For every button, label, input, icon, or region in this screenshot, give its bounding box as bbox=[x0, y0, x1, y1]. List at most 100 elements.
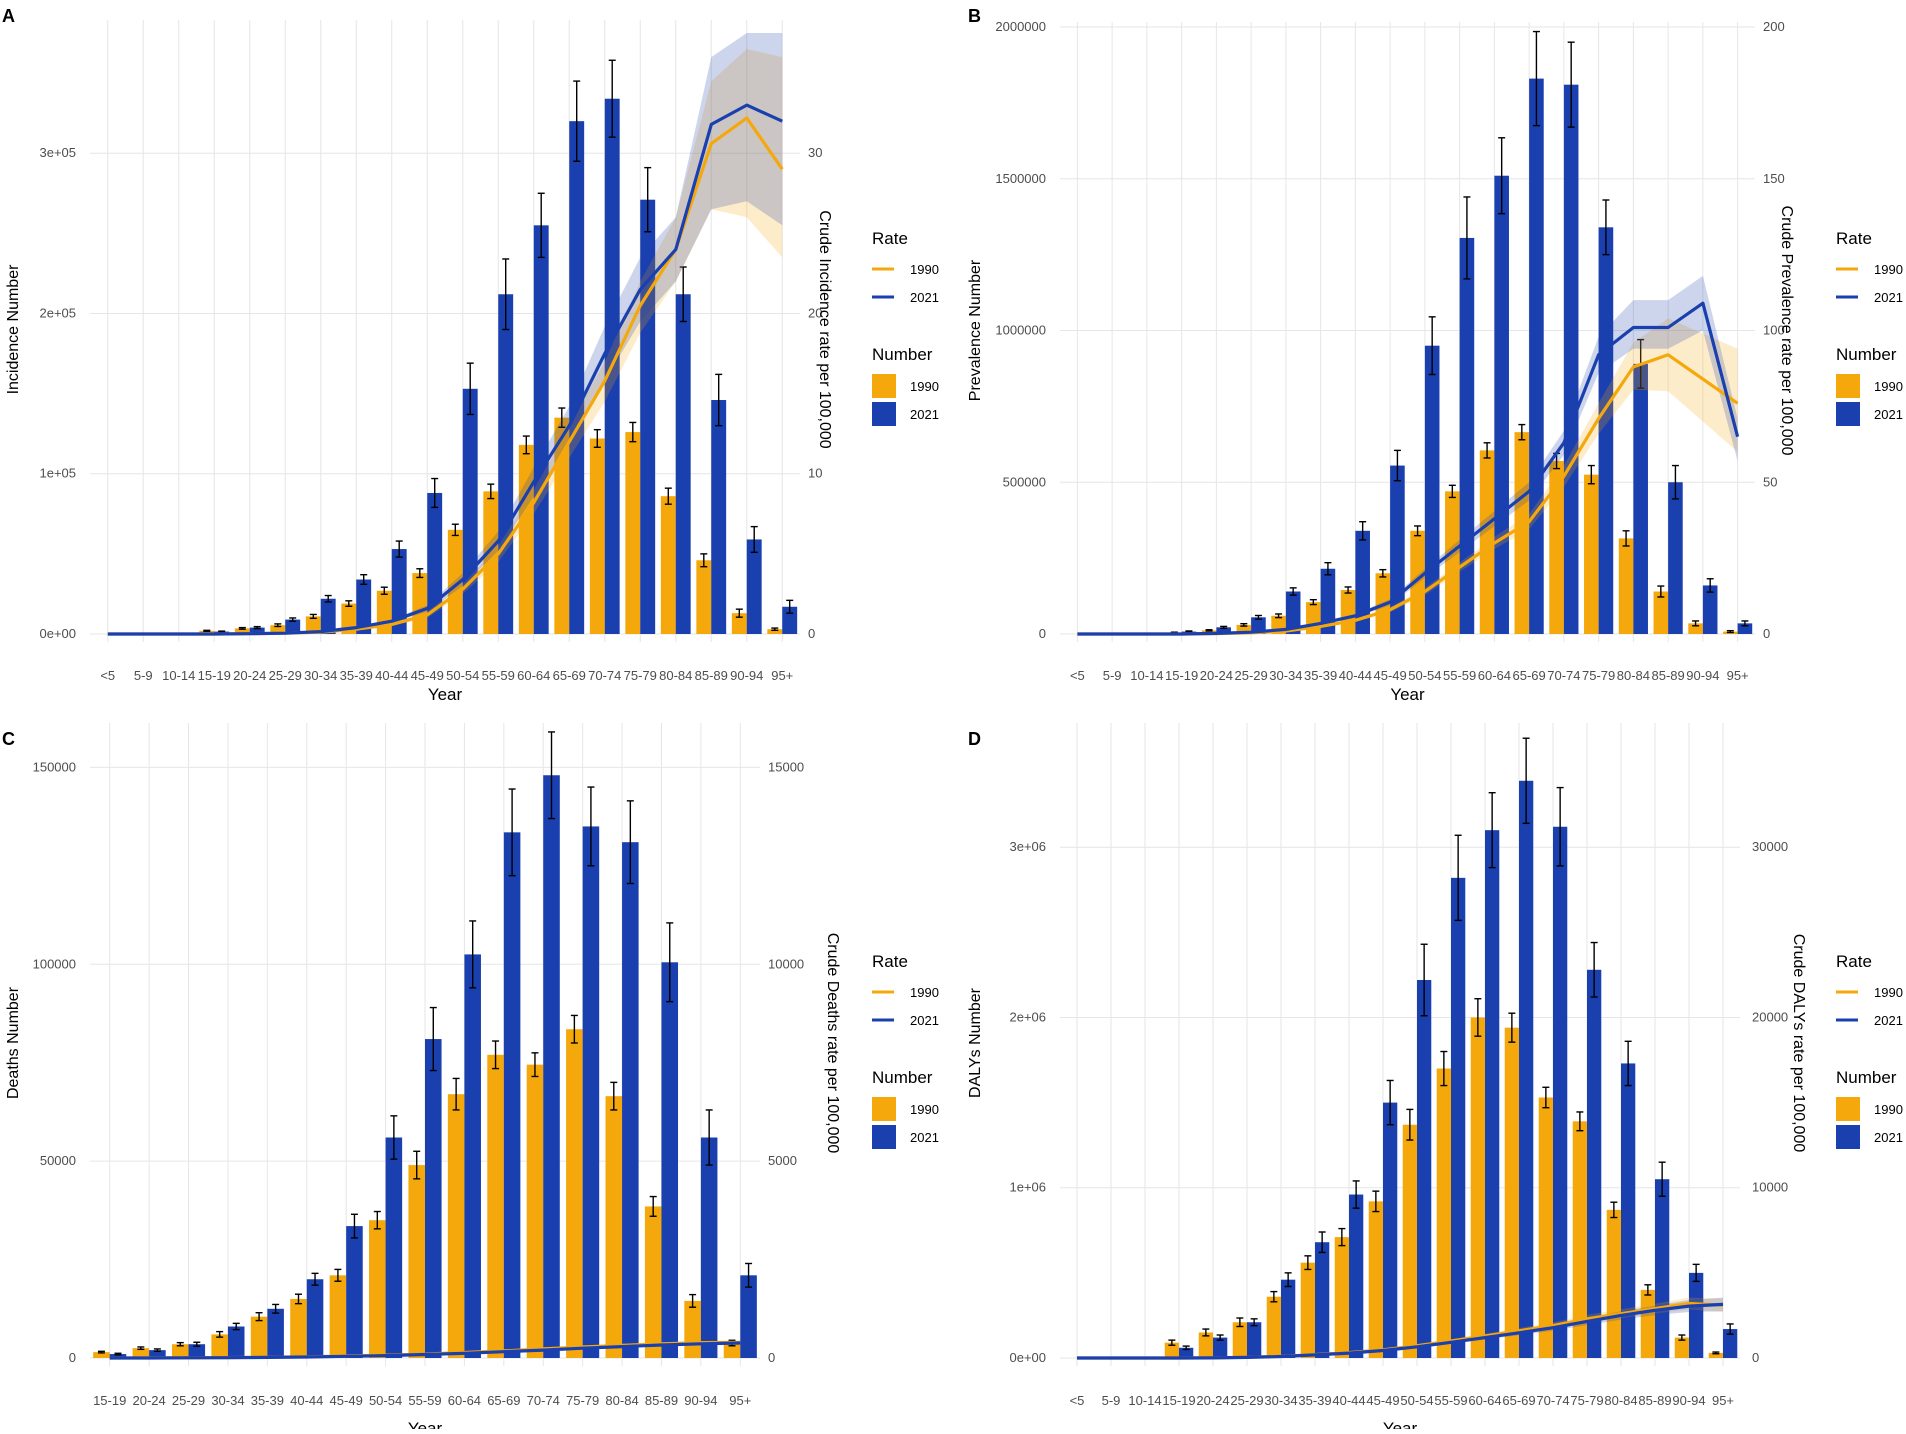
x-tick-label: 45-49 bbox=[1374, 668, 1407, 683]
bar-1990 bbox=[625, 432, 641, 634]
bar-1990 bbox=[731, 613, 747, 634]
rate-ribbon-1990 bbox=[107, 49, 783, 634]
x-tick-label: 20-24 bbox=[1200, 668, 1233, 683]
bar-1990 bbox=[1470, 1017, 1485, 1358]
x-tick-label: 95+ bbox=[1727, 668, 1749, 683]
bar-1990 bbox=[1653, 591, 1669, 634]
rate-line-2021 bbox=[107, 103, 783, 636]
bar-1990 bbox=[1606, 1209, 1621, 1358]
bar-1990 bbox=[1164, 1342, 1179, 1358]
y-axis-title: Prevalence Number bbox=[967, 259, 984, 401]
legend-label: 1990 bbox=[910, 1102, 939, 1117]
y2-tick-label: 0 bbox=[1752, 1350, 1759, 1365]
x-tick-label: 65-69 bbox=[487, 1393, 520, 1408]
x-tick-label: 55-59 bbox=[1434, 1393, 1467, 1408]
x-tick-label: 20-24 bbox=[1196, 1393, 1229, 1408]
legend-swatch-1990 bbox=[1836, 1097, 1860, 1121]
y-tick-label: 3e+05 bbox=[39, 145, 76, 160]
legend-number-title: Number bbox=[872, 1068, 933, 1087]
legend-swatch-2021 bbox=[1836, 1125, 1860, 1149]
bar-2021 bbox=[249, 627, 265, 634]
legend-label: 1990 bbox=[910, 985, 939, 1000]
y-tick-label: 2e+06 bbox=[1009, 1009, 1046, 1024]
bar-2021 bbox=[1216, 627, 1231, 634]
y2-axis-title: Crude Incidence rate per 100,000 bbox=[816, 210, 833, 448]
x-tick-label: 70-74 bbox=[1547, 668, 1580, 683]
y-tick-label: 1e+05 bbox=[39, 466, 76, 481]
bar-2021 bbox=[188, 1344, 206, 1358]
bar-2021 bbox=[267, 1308, 284, 1358]
bar-2021 bbox=[543, 775, 560, 1358]
bar-1990 bbox=[1479, 450, 1495, 634]
bar-2021 bbox=[1451, 877, 1466, 1358]
legend-label: 2021 bbox=[910, 1013, 939, 1028]
x-tick-label: 15-19 bbox=[198, 668, 231, 683]
bar-1990 bbox=[305, 616, 321, 634]
bar-1990 bbox=[696, 560, 712, 634]
x-tick-label: 90-94 bbox=[1672, 1393, 1705, 1408]
y2-tick-label: 10000 bbox=[768, 956, 804, 971]
bar-1990 bbox=[1618, 538, 1634, 634]
bar-2021 bbox=[1633, 363, 1648, 634]
bar-2021 bbox=[700, 1137, 718, 1358]
y2-tick-label: 20000 bbox=[1752, 1009, 1788, 1024]
x-tick-label: 55-59 bbox=[1443, 668, 1476, 683]
bar-1990 bbox=[412, 573, 428, 634]
bar-1990 bbox=[589, 438, 605, 634]
panel-d: 0e+00 1e+06 2e+06 3e+06 0 10000 20000 30000 <5 5-… bbox=[967, 723, 1903, 1434]
x-tick-label: 45-49 bbox=[1366, 1393, 1399, 1408]
x-tick-label: 35-39 bbox=[1304, 668, 1337, 683]
bar-1990 bbox=[1368, 1201, 1383, 1358]
y-tick-label: 2000000 bbox=[995, 19, 1046, 34]
y-tick-label: 0 bbox=[1039, 626, 1046, 641]
x-tick-label: 25-29 bbox=[1230, 1393, 1263, 1408]
bar-2021 bbox=[711, 400, 727, 634]
x-tick-label: 55-59 bbox=[408, 1393, 441, 1408]
x-tick-label: 60-64 bbox=[517, 668, 550, 683]
bar-1990 bbox=[1504, 1027, 1519, 1358]
y-axis-title: Incidence Number bbox=[5, 264, 22, 395]
bar-2021 bbox=[1598, 227, 1614, 634]
x-tick-label: 50-54 bbox=[1400, 1393, 1433, 1408]
y2-axis-title: Crude Deaths rate per 100,000 bbox=[824, 933, 841, 1154]
bar-1990 bbox=[341, 603, 357, 634]
y-tick-label: 500000 bbox=[1003, 474, 1046, 489]
panel-tag: A bbox=[2, 6, 15, 26]
x-tick-label: 50-54 bbox=[369, 1393, 402, 1408]
y-tick-label: 0e+00 bbox=[1009, 1350, 1046, 1365]
bar-1990 bbox=[684, 1300, 701, 1358]
y-tick-label: 2e+05 bbox=[39, 305, 76, 320]
bar-1990 bbox=[1436, 1068, 1451, 1358]
bar-2021 bbox=[464, 954, 481, 1358]
bar-2021 bbox=[640, 199, 656, 635]
x-tick-label: 90-94 bbox=[730, 668, 763, 683]
rate-ribbon-1990 bbox=[1077, 1297, 1723, 1358]
bar-2021 bbox=[1459, 237, 1475, 634]
rate-line-2021 bbox=[1077, 1302, 1724, 1360]
bar-2021 bbox=[675, 294, 691, 634]
legend-label: 1990 bbox=[1874, 985, 1903, 1000]
bar-2021 bbox=[533, 225, 549, 634]
y2-tick-label: 50 bbox=[1763, 474, 1777, 489]
x-tick-label: 90-94 bbox=[1686, 668, 1719, 683]
panel-c: 0 50000 100000 150000 0 5000 10000 15000 15-19 20… bbox=[2, 723, 939, 1434]
legend-label: 2021 bbox=[910, 290, 939, 305]
panel-tag: C bbox=[2, 729, 15, 749]
bar-1990 bbox=[1674, 1337, 1689, 1358]
bar-2021 bbox=[1553, 826, 1568, 1358]
y2-tick-label: 0 bbox=[808, 626, 815, 641]
bar-2021 bbox=[425, 1039, 442, 1358]
x-tick-label: 25-29 bbox=[269, 668, 302, 683]
bar-2021 bbox=[1315, 1242, 1330, 1358]
legend-label: 1990 bbox=[1874, 1102, 1903, 1117]
x-tick-label: 45-49 bbox=[411, 668, 444, 683]
bar-1990 bbox=[1410, 530, 1425, 634]
bar-1990 bbox=[660, 496, 676, 634]
rate-line-2021 bbox=[109, 1341, 741, 1360]
x-tick-label: 60-64 bbox=[448, 1393, 481, 1408]
bar-1990 bbox=[270, 625, 286, 634]
bar-2021 bbox=[356, 579, 372, 634]
x-tick-label: 75-79 bbox=[624, 668, 657, 683]
